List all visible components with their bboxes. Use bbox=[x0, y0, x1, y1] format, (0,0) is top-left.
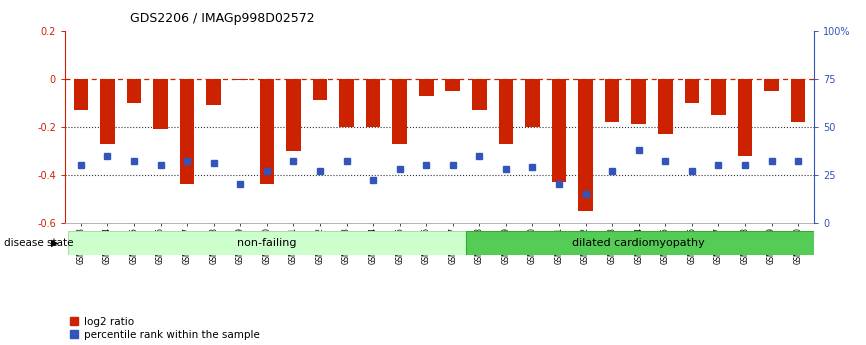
Bar bbox=[100, 79, 115, 144]
Bar bbox=[206, 79, 221, 105]
Bar bbox=[658, 79, 673, 134]
Legend: log2 ratio, percentile rank within the sample: log2 ratio, percentile rank within the s… bbox=[70, 317, 260, 340]
Bar bbox=[68, 231, 466, 255]
Bar bbox=[604, 79, 619, 122]
Bar bbox=[286, 79, 301, 151]
Bar bbox=[684, 79, 699, 103]
Bar bbox=[339, 79, 354, 127]
Bar bbox=[445, 79, 460, 91]
Bar bbox=[472, 79, 487, 110]
Bar bbox=[365, 79, 380, 127]
Bar bbox=[525, 79, 540, 127]
Bar bbox=[578, 79, 593, 210]
Bar bbox=[126, 79, 141, 103]
Bar bbox=[764, 79, 779, 91]
Bar bbox=[419, 79, 434, 96]
Text: disease state: disease state bbox=[4, 238, 74, 248]
Bar bbox=[499, 79, 514, 144]
Bar bbox=[260, 79, 275, 184]
Text: ▶: ▶ bbox=[51, 238, 59, 248]
Bar bbox=[791, 79, 805, 122]
Bar bbox=[392, 79, 407, 144]
Bar bbox=[552, 79, 566, 182]
Bar bbox=[313, 79, 327, 100]
Bar bbox=[233, 79, 248, 80]
Bar bbox=[180, 79, 195, 184]
Text: dilated cardiomyopathy: dilated cardiomyopathy bbox=[572, 238, 705, 248]
Bar bbox=[711, 79, 726, 115]
Bar bbox=[74, 79, 88, 110]
Bar bbox=[153, 79, 168, 129]
Text: non-failing: non-failing bbox=[237, 238, 296, 248]
Text: GDS2206 / IMAGp998D02572: GDS2206 / IMAGp998D02572 bbox=[130, 12, 314, 25]
Bar bbox=[738, 79, 753, 156]
Bar bbox=[466, 231, 814, 255]
Bar bbox=[631, 79, 646, 125]
